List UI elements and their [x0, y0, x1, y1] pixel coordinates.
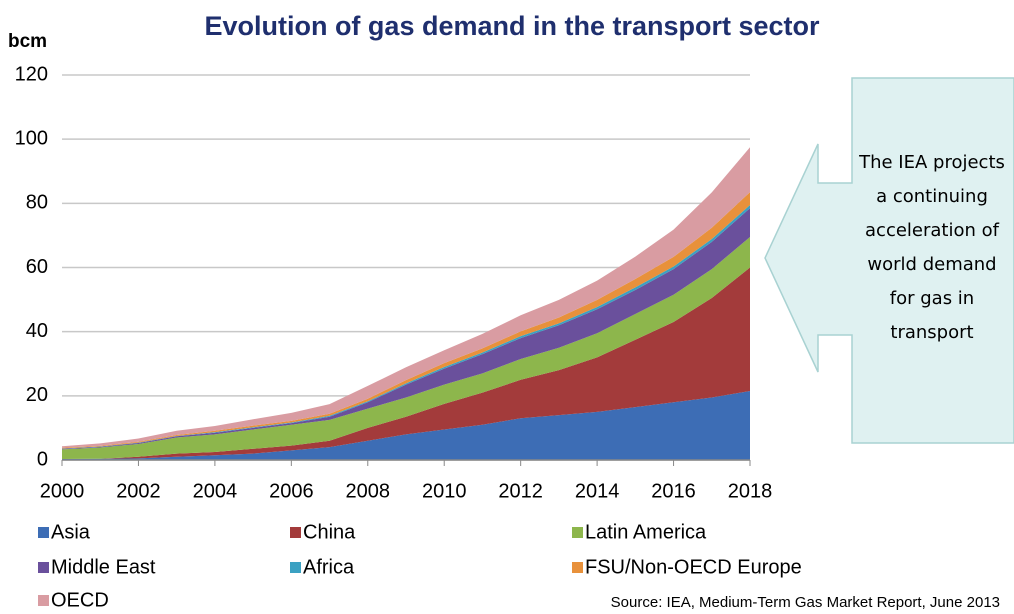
legend-swatch — [38, 562, 49, 573]
legend-swatch — [572, 527, 583, 538]
legend-label: OECD — [51, 589, 109, 611]
legend-swatch — [290, 527, 301, 538]
legend-label: China — [303, 521, 356, 543]
legend-label: FSU/Non-OECD Europe — [585, 556, 802, 578]
legend-label: Middle East — [51, 556, 156, 578]
legend-label: Asia — [51, 521, 91, 543]
y-tick-label: 40 — [26, 320, 48, 342]
x-tick-label: 2010 — [422, 480, 467, 502]
x-tick-label: 2016 — [651, 480, 696, 502]
legend-swatch — [38, 595, 49, 606]
y-tick-label: 100 — [15, 127, 48, 149]
chart-title: Evolution of gas demand in the transport… — [204, 11, 820, 41]
legend-swatch — [572, 562, 583, 573]
x-tick-label: 2002 — [116, 480, 161, 502]
y-axis-label: bcm — [8, 31, 47, 52]
y-tick-label: 60 — [26, 256, 48, 278]
x-tick-label: 2012 — [498, 480, 543, 502]
y-tick-label: 20 — [26, 384, 48, 406]
callout-arrow — [764, 77, 1014, 444]
y-tick-label: 80 — [26, 192, 48, 214]
x-tick-label: 2000 — [40, 480, 85, 502]
area — [62, 391, 750, 460]
x-tick-label: 2014 — [575, 480, 620, 502]
x-tick-label: 2006 — [269, 480, 314, 502]
legend-swatch — [38, 527, 49, 538]
x-tick-label: 2018 — [728, 480, 773, 502]
x-tick-label: 2008 — [346, 480, 391, 502]
y-tick-label: 0 — [37, 448, 48, 470]
source: Source: IEA, Medium-Term Gas Market Repo… — [611, 594, 1000, 611]
legend-swatch — [290, 562, 301, 573]
area — [62, 267, 750, 460]
legend-label: Africa — [303, 556, 355, 578]
x-tick-label: 2004 — [193, 480, 238, 502]
legend-label: Latin America — [585, 521, 707, 543]
annotation: The IEA projects a continuing accelerati… — [859, 152, 1005, 343]
area — [62, 237, 750, 460]
y-tick-label: 120 — [15, 63, 48, 85]
